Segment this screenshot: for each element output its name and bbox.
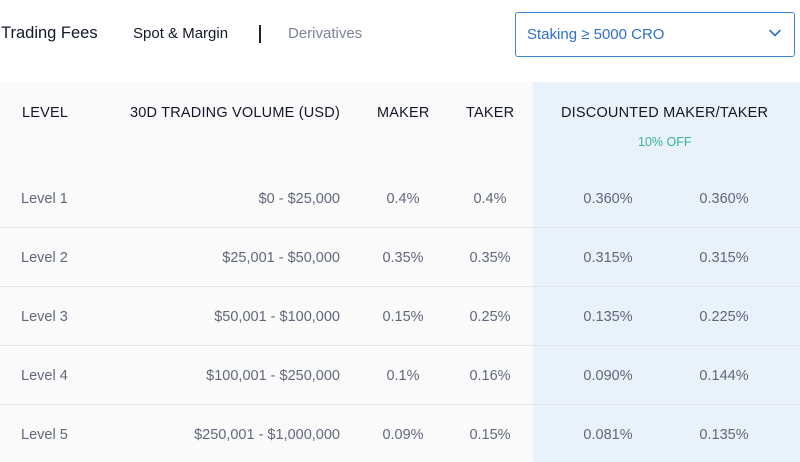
level-cell: Level 4: [21, 367, 68, 384]
column-header-level: LEVEL: [22, 105, 69, 121]
volume-cell: $250,001 - $1,000,000: [194, 426, 340, 443]
chevron-down-icon: [769, 29, 781, 37]
maker-cell: 0.35%: [382, 249, 424, 266]
column-header-taker: TAKER: [466, 105, 515, 121]
volume-cell: $25,001 - $50,000: [222, 249, 340, 266]
discounted-maker-cell: 0.360%: [583, 190, 633, 207]
table-row: Level 2 $25,001 - $50,000 0.35% 0.35% 0.…: [0, 228, 800, 287]
maker-cell: 0.09%: [382, 426, 424, 443]
level-cell: Level 1: [21, 190, 68, 207]
column-header-volume: 30D TRADING VOLUME (USD): [130, 105, 340, 121]
level-cell: Level 3: [21, 308, 68, 325]
fees-table: LEVEL 30D TRADING VOLUME (USD) MAKER TAK…: [0, 82, 800, 462]
maker-cell: 0.4%: [386, 190, 420, 207]
volume-cell: $0 - $25,000: [258, 190, 340, 207]
row-divider: [0, 227, 800, 228]
discount-column-highlight: [533, 82, 800, 462]
taker-cell: 0.25%: [469, 308, 511, 325]
discounted-maker-cell: 0.135%: [583, 308, 633, 325]
discounted-taker-cell: 0.225%: [699, 308, 749, 325]
staking-level-dropdown[interactable]: Staking ≥ 5000 CRO: [515, 12, 795, 57]
column-header-discounted: DISCOUNTED MAKER/TAKER: [561, 105, 769, 121]
volume-cell: $100,001 - $250,000: [206, 367, 340, 384]
page-title: Trading Fees: [1, 24, 98, 42]
discounted-taker-cell: 0.135%: [699, 426, 749, 443]
taker-cell: 0.16%: [469, 367, 511, 384]
maker-cell: 0.1%: [386, 367, 420, 384]
row-divider: [0, 404, 800, 405]
tab-derivatives[interactable]: Derivatives: [288, 25, 363, 42]
row-divider: [0, 286, 800, 287]
taker-cell: 0.35%: [469, 249, 511, 266]
discounted-maker-cell: 0.090%: [583, 367, 633, 384]
table-row: Level 1 $0 - $25,000 0.4% 0.4% 0.360% 0.…: [0, 169, 800, 228]
top-bar: Trading Fees Spot & Margin Derivatives S…: [0, 0, 800, 82]
discounted-maker-cell: 0.315%: [583, 249, 633, 266]
discounted-taker-cell: 0.144%: [699, 367, 749, 384]
table-row: Level 3 $50,001 - $100,000 0.15% 0.25% 0…: [0, 287, 800, 346]
tab-spot-margin[interactable]: Spot & Margin: [133, 25, 229, 42]
level-cell: Level 2: [21, 249, 68, 266]
table-row: Level 4 $100,001 - $250,000 0.1% 0.16% 0…: [0, 346, 800, 405]
tab-separator: [259, 25, 261, 43]
taker-cell: 0.15%: [469, 426, 511, 443]
discount-note: 10% OFF: [638, 135, 692, 149]
volume-cell: $50,001 - $100,000: [214, 308, 340, 325]
taker-cell: 0.4%: [473, 190, 507, 207]
level-cell: Level 5: [21, 426, 68, 443]
dropdown-selected-value: Staking ≥ 5000 CRO: [527, 26, 665, 43]
discounted-taker-cell: 0.360%: [699, 190, 749, 207]
maker-cell: 0.15%: [382, 308, 424, 325]
discounted-maker-cell: 0.081%: [583, 426, 633, 443]
discounted-taker-cell: 0.315%: [699, 249, 749, 266]
row-divider: [0, 345, 800, 346]
column-header-maker: MAKER: [377, 105, 430, 121]
table-row: Level 5 $250,001 - $1,000,000 0.09% 0.15…: [0, 405, 800, 462]
